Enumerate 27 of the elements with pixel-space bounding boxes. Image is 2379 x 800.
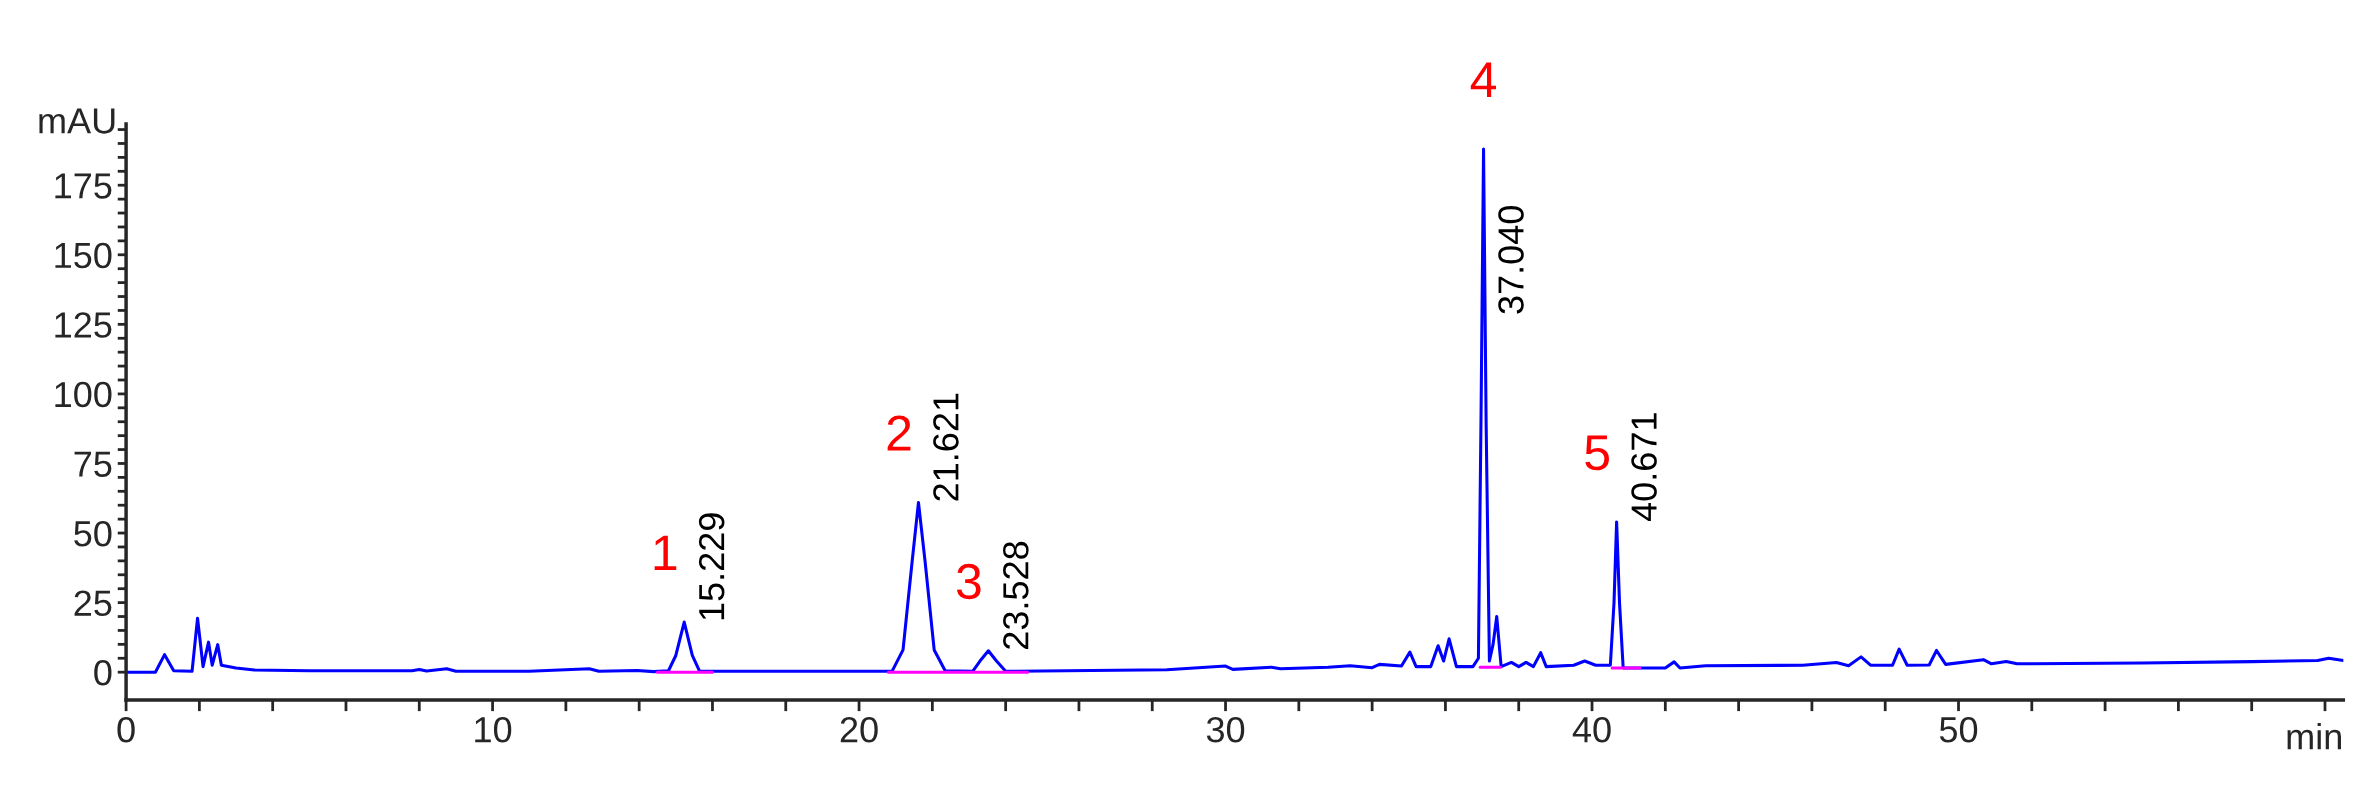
annotation: 23.528 (1003, 541, 1029, 649)
annotation: 5 (1585, 435, 1609, 471)
x-tick-label: 30 (1206, 716, 1245, 743)
x-tick-label: 20 (840, 716, 878, 743)
annotation: 1 (654, 535, 677, 571)
y-tick-label: 150 (55, 242, 112, 269)
x-tick-label: 50 (1939, 716, 1978, 743)
y-axis-title: mAU (39, 108, 115, 134)
x-tick-label: 0 (117, 716, 135, 743)
line-series (126, 147, 2344, 674)
y-tick-label: 125 (55, 312, 112, 338)
annotation: 3 (956, 563, 981, 600)
annotation: 4 (1470, 62, 1496, 97)
annotation: 2 (887, 415, 911, 451)
y-tick-label: 25 (74, 590, 112, 617)
x-tick-label: 40 (1572, 716, 1611, 743)
y-tick-label: 0 (94, 660, 112, 686)
annotation: 15.229 (698, 513, 725, 620)
annotation: 40.671 (1631, 413, 1657, 522)
x-axis-title: min (2287, 723, 2341, 750)
x-tick-label: 10 (475, 716, 512, 743)
y-tick-label: 100 (55, 381, 112, 408)
y-tick-label: 50 (74, 520, 112, 547)
y-tick-label: 75 (74, 451, 112, 477)
y-tick-label: 175 (55, 173, 112, 199)
annotation: 37.040 (1498, 206, 1524, 314)
annotation: 21.621 (933, 393, 959, 501)
